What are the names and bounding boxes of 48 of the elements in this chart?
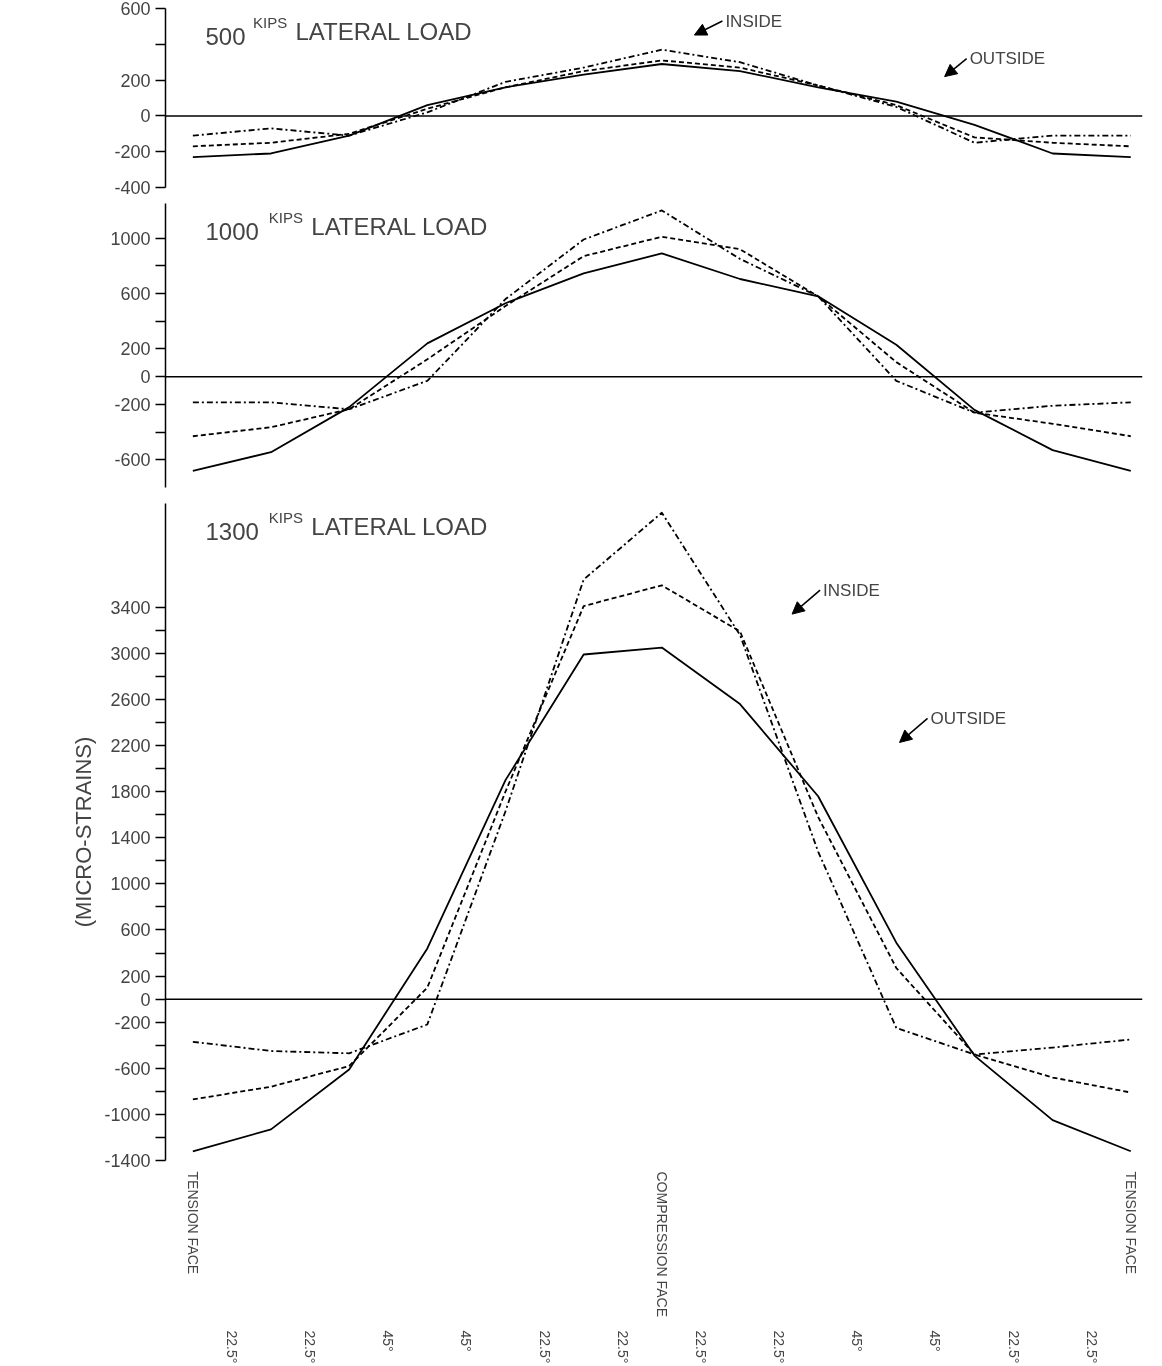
chart-title: 1300KIPS LATERAL LOAD	[205, 508, 488, 545]
text: 22.5°	[223, 1330, 240, 1364]
y-tick-label: -200	[114, 1012, 151, 1033]
text: 45°	[927, 1330, 944, 1352]
y-axis-title: (MICRO-STRAINS)	[71, 736, 97, 928]
y-tick-label: -200	[114, 142, 151, 163]
text: 45°	[380, 1330, 397, 1352]
y-tick-label: 0	[140, 989, 151, 1010]
y-tick-label: 3000	[110, 643, 151, 664]
x-tick-label: TENSION FACE	[184, 1171, 201, 1275]
y-tick-label: 600	[120, 920, 151, 941]
text: 22.5°	[536, 1330, 553, 1364]
y-tick-label: -600	[114, 450, 151, 471]
y-tick-label: 1400	[110, 828, 151, 849]
y-tick-label: 0	[140, 106, 151, 127]
annotation: OUTSIDE	[969, 49, 1046, 69]
x-tick-label: TENSION FACE	[1122, 1171, 1139, 1275]
text: 22.5°	[1005, 1330, 1022, 1364]
y-tick-label: 600	[120, 284, 151, 305]
y-tick-label: 200	[120, 339, 151, 360]
annotation: INSIDE	[725, 11, 783, 31]
y-tick-label: 1000	[110, 228, 151, 249]
text: 22.5°	[1083, 1330, 1100, 1364]
y-tick-label: 1800	[110, 782, 151, 803]
y-tick-label: -1000	[104, 1104, 151, 1125]
y-tick-label: 0	[140, 367, 151, 388]
y-tick-label: -400	[114, 178, 151, 198]
y-tick-label: -600	[114, 1058, 151, 1079]
text: 45°	[458, 1330, 475, 1352]
text: 22.5°	[692, 1330, 709, 1364]
y-tick-label: -1400	[104, 1151, 151, 1171]
text: 22.5°	[302, 1330, 319, 1364]
y-tick-label: 200	[120, 70, 151, 91]
y-tick-label: 3400	[110, 597, 151, 618]
y-tick-label: 200	[120, 966, 151, 987]
text: 22.5°	[614, 1330, 631, 1364]
y-tick-label: 600	[120, 0, 151, 19]
y-tick-label: 2600	[110, 689, 151, 710]
chart-title: 500KIPS LATERAL LOAD	[205, 13, 472, 50]
text: 22.5°	[771, 1330, 788, 1364]
annotation: OUTSIDE	[930, 708, 1007, 728]
y-tick-label: -200	[114, 394, 151, 415]
x-tick-label: COMPRESSION FACE	[653, 1171, 670, 1317]
text: 45°	[849, 1330, 866, 1352]
annotation: INSIDE	[823, 580, 880, 600]
y-tick-label: 2200	[110, 736, 151, 757]
y-tick-label: 1000	[110, 874, 151, 895]
chart-title: 1000KIPS LATERAL LOAD	[205, 208, 488, 245]
